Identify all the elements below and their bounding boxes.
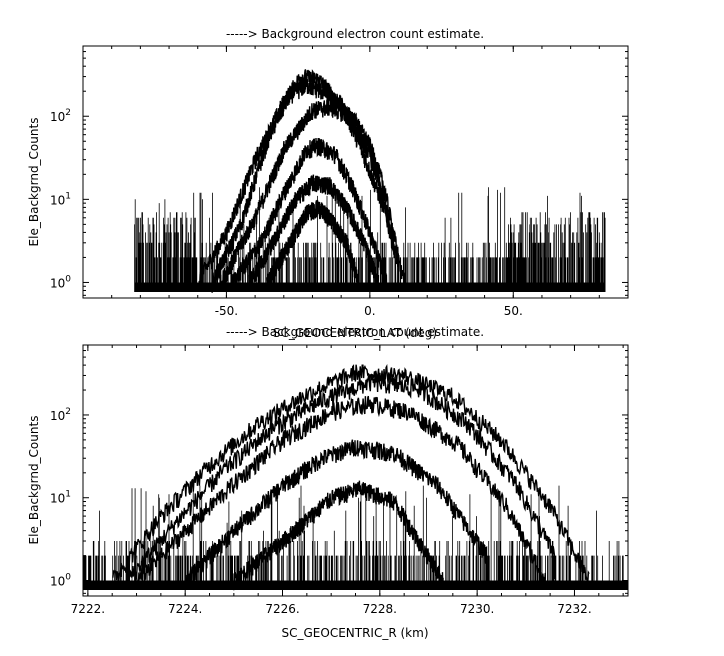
series-line: [211, 77, 397, 293]
plot-area-r: 100 101 102 7222. 7224. 7226. 7228. 7230. 7232.: [50, 344, 629, 616]
series-line: [126, 374, 556, 587]
x-tick-label: 7224.: [168, 602, 202, 616]
x-tick-label: 50.: [504, 304, 523, 318]
y-tick-label: 100: [50, 274, 71, 290]
x-tick-label: 7230.: [460, 602, 494, 616]
series-line: [265, 199, 360, 290]
series-line: [233, 480, 444, 591]
plot-frame: [82, 344, 629, 597]
series-line: [220, 98, 400, 290]
y-axis-label: Ele_Backgrnd_Counts: [27, 118, 41, 247]
series-line: [184, 439, 488, 587]
y-axis-label: Ele_Backgrnd_Counts: [27, 416, 41, 545]
y-tick-label: 100: [50, 573, 71, 589]
chart-panel-r: -----> Background electron count estimat…: [27, 325, 629, 640]
series-line: [135, 395, 546, 587]
x-tick-label: 7226.: [265, 602, 299, 616]
y-tick-label: 102: [50, 108, 71, 124]
y-tick-label: 102: [50, 407, 71, 423]
x-axis-label: SC_GEOCENTRIC_LAT (deg): [273, 326, 437, 340]
x-tick-label: 7232.: [557, 602, 591, 616]
series-line: [248, 174, 380, 290]
chart-title: -----> Background electron count estimat…: [226, 325, 484, 339]
series-line: [112, 363, 590, 585]
x-tick-label: -50.: [215, 304, 238, 318]
x-axis-label: SC_GEOCENTRIC_R (km): [282, 626, 429, 640]
chart-panel-lat: -----> Background electron count estimat…: [27, 27, 629, 340]
series-line: [231, 137, 388, 292]
plot-frame: [82, 45, 629, 299]
x-tick-label: 7228.: [363, 602, 397, 616]
plot-area-lat: 100 101 102 -50. 0. 50.: [50, 45, 629, 318]
chart-title: -----> Background electron count estimat…: [226, 27, 484, 41]
x-tick-label: 7222.: [71, 602, 105, 616]
y-tick-label: 101: [50, 490, 71, 506]
y-tick-label: 101: [50, 191, 71, 207]
x-tick-label: 0.: [364, 304, 375, 318]
